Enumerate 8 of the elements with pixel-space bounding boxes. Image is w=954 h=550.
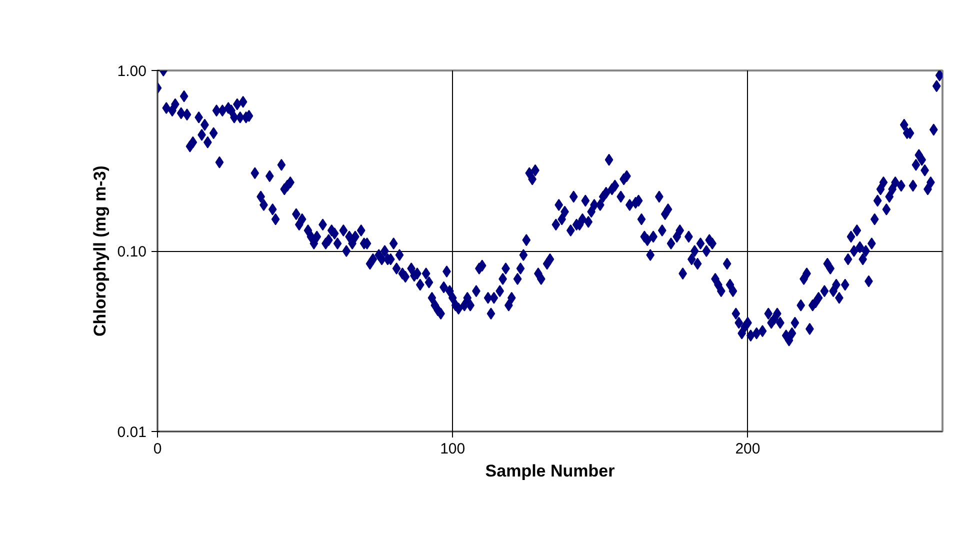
x-tick-label: 0 <box>153 440 162 458</box>
y-tick-label: 0.10 <box>117 244 147 260</box>
y-tick-label: 0.01 <box>117 424 147 441</box>
x-tick-label: 100 <box>440 440 466 458</box>
y-tick-label: 1.00 <box>117 63 147 80</box>
x-tick-label: 200 <box>735 440 760 458</box>
x-axis-title: Sample Number <box>485 462 616 480</box>
y-axis-title: Chlorophyll (mg m-3) <box>90 166 110 336</box>
